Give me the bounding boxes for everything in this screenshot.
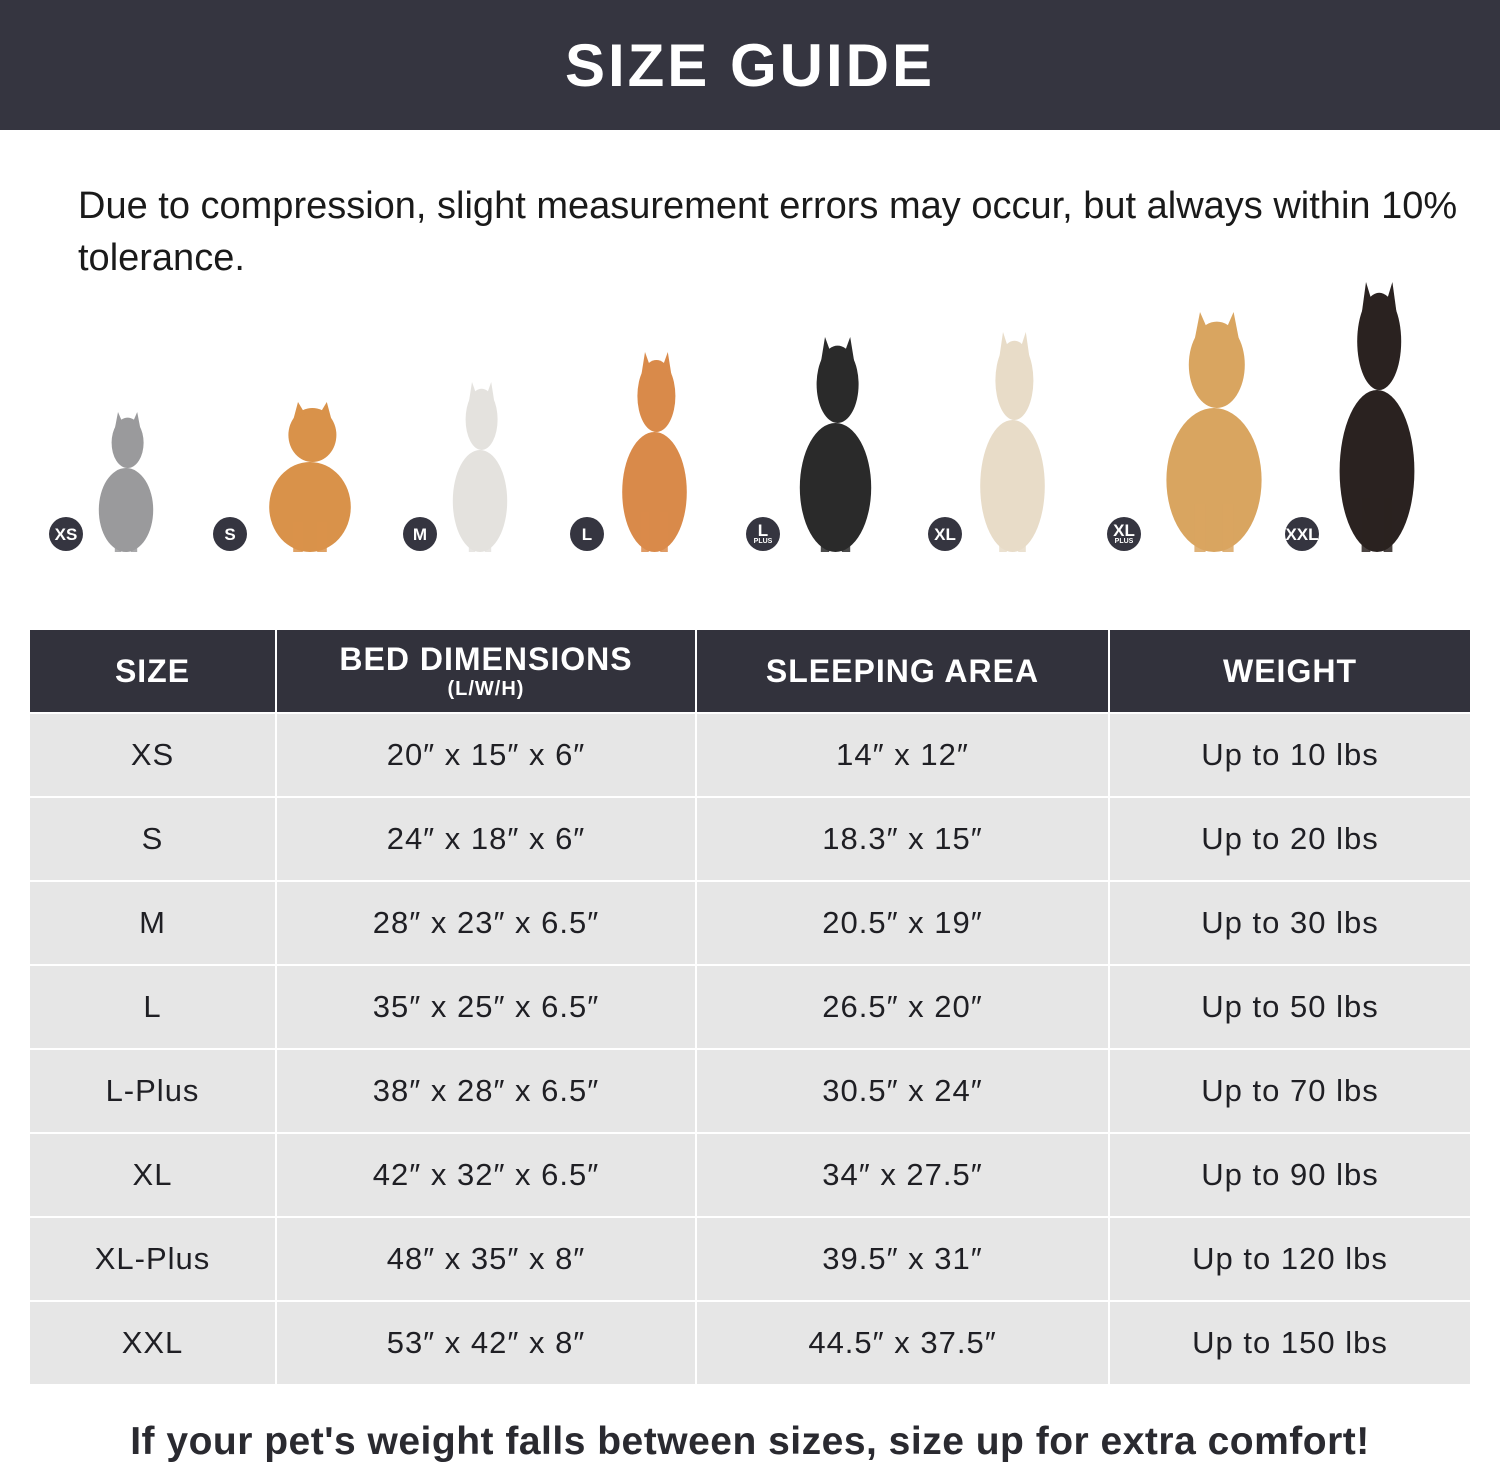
golden-retriever-icon (1144, 312, 1284, 552)
weight-cell: Up to 10 lbs (1109, 712, 1470, 797)
sleeping-area-cell: 39.5″ x 31″ (696, 1216, 1110, 1301)
border-collie-icon (783, 337, 888, 552)
sleeping-area-cell: 14″ x 12″ (696, 712, 1110, 797)
size-badge: XS (49, 517, 83, 551)
table-row: M 28″ x 23″ x 6.5″ 20.5″ x 19″ Up to 30 lbs (30, 880, 1470, 965)
size-cell: XL-Plus (30, 1216, 277, 1301)
size-cell: XS (30, 712, 277, 797)
size-badge: M (403, 517, 437, 551)
size-badge-sub: PLUS (753, 538, 773, 545)
table-row: XS 20″ x 15″ x 6″ 14″ x 12″ Up to 10 lbs (30, 712, 1470, 797)
size-badge-label: XS (54, 524, 78, 544)
sleeping-area-cell: 44.5″ x 37.5″ (696, 1300, 1110, 1384)
table-header-row: SIZE BED DIMENSIONS (L/W/H) SLEEPING AREA WE… (30, 630, 1470, 713)
cat-icon (86, 412, 166, 552)
bed-dimensions-cell: 48″ x 35″ x 8″ (276, 1216, 697, 1301)
title-bar: SIZE GUIDE (0, 0, 1500, 130)
size-cell: L-Plus (30, 1048, 277, 1133)
pomeranian-icon (250, 402, 370, 552)
weight-cell: Up to 120 lbs (1109, 1216, 1470, 1301)
shiba-inu-icon (607, 352, 702, 552)
column-header-label: SLEEPING AREA (765, 652, 1040, 689)
page-title: SIZE GUIDE (564, 31, 936, 99)
column-header-label: WEIGHT (1223, 652, 1357, 689)
size-badge-label: M (412, 524, 428, 544)
sleeping-area-cell: 18.3″ x 15″ (696, 796, 1110, 881)
table-row: XL-Plus 48″ x 35″ x 8″ 39.5″ x 31″ Up to 12… (30, 1216, 1470, 1301)
pet-size-lineup: XS S M L L PLUS XL XL PLUS (0, 270, 1500, 570)
weight-cell: Up to 70 lbs (1109, 1048, 1470, 1133)
column-header: SLEEPING AREA (696, 630, 1110, 713)
sleeping-area-cell: 20.5″ x 19″ (696, 880, 1110, 965)
bed-dimensions-cell: 38″ x 28″ x 6.5″ (276, 1048, 697, 1133)
sleeping-area-cell: 30.5″ x 24″ (696, 1048, 1110, 1133)
column-header-label: SIZE (114, 652, 191, 689)
table-row: L-Plus 38″ x 28″ x 6.5″ 30.5″ x 24″ Up to 7… (30, 1048, 1470, 1133)
bed-dimensions-cell: 24″ x 18″ x 6″ (276, 796, 697, 881)
size-table: SIZE BED DIMENSIONS (L/W/H) SLEEPING AREA WE… (30, 630, 1470, 1384)
bed-dimensions-cell: 42″ x 32″ x 6.5″ (276, 1132, 697, 1217)
doberman-icon (1322, 282, 1432, 552)
size-badge-label: S (224, 524, 236, 544)
column-header-label: BED DIMENSIONS (339, 641, 633, 677)
size-badge: S (213, 517, 247, 551)
sleeping-area-cell: 26.5″ x 20″ (696, 964, 1110, 1049)
size-badge: XXL (1285, 517, 1319, 551)
bed-dimensions-cell: 53″ x 42″ x 8″ (276, 1300, 697, 1384)
size-cell: M (30, 880, 277, 965)
size-badge-label: XXL (1285, 524, 1319, 544)
bed-dimensions-cell: 35″ x 25″ x 6.5″ (276, 964, 697, 1049)
french-bulldog-icon (440, 382, 520, 552)
size-cell: S (30, 796, 277, 881)
size-badge-sub: PLUS (1114, 538, 1134, 545)
table-row: XXL 53″ x 42″ x 8″ 44.5″ x 37.5″ Up to 150 … (30, 1300, 1470, 1384)
size-cell: XL (30, 1132, 277, 1217)
bed-dimensions-cell: 20″ x 15″ x 6″ (276, 712, 697, 797)
size-badge: L PLUS (746, 517, 780, 551)
size-cell: XXL (30, 1300, 277, 1384)
weight-cell: Up to 150 lbs (1109, 1300, 1470, 1384)
bed-dimensions-cell: 28″ x 23″ x 6.5″ (276, 880, 697, 965)
column-header: BED DIMENSIONS (L/W/H) (276, 630, 697, 713)
size-badge-label: XL (1113, 521, 1135, 540)
size-cell: L (30, 964, 277, 1049)
size-badge-label: XL (934, 524, 956, 544)
column-header-sub: (L/W/H) (447, 678, 525, 700)
size-badge: L (570, 517, 604, 551)
table-row: S 24″ x 18″ x 6″ 18.3″ x 15″ Up to 20 lbs (30, 796, 1470, 881)
size-badge-label: L (581, 524, 593, 544)
weight-cell: Up to 90 lbs (1109, 1132, 1470, 1217)
weight-cell: Up to 30 lbs (1109, 880, 1470, 965)
size-badge-label: L (757, 521, 769, 540)
column-header: WEIGHT (1109, 630, 1470, 713)
table-row: XL 42″ x 32″ x 6.5″ 34″ x 27.5″ Up to 90 lb… (30, 1132, 1470, 1217)
column-header: SIZE (30, 630, 277, 713)
weight-cell: Up to 20 lbs (1109, 796, 1470, 881)
tolerance-note: Due to compression, slight measurement e… (78, 185, 1458, 279)
sizing-tip: If your pet's weight falls between sizes… (130, 1420, 1370, 1463)
table-row: L 35″ x 25″ x 6.5″ 26.5″ x 20″ Up to 50 lbs (30, 964, 1470, 1049)
weight-cell: Up to 50 lbs (1109, 964, 1470, 1049)
sleeping-area-cell: 34″ x 27.5″ (696, 1132, 1110, 1217)
labrador-icon (965, 332, 1060, 552)
size-badge: XL (928, 517, 962, 551)
size-badge: XL PLUS (1107, 517, 1141, 551)
